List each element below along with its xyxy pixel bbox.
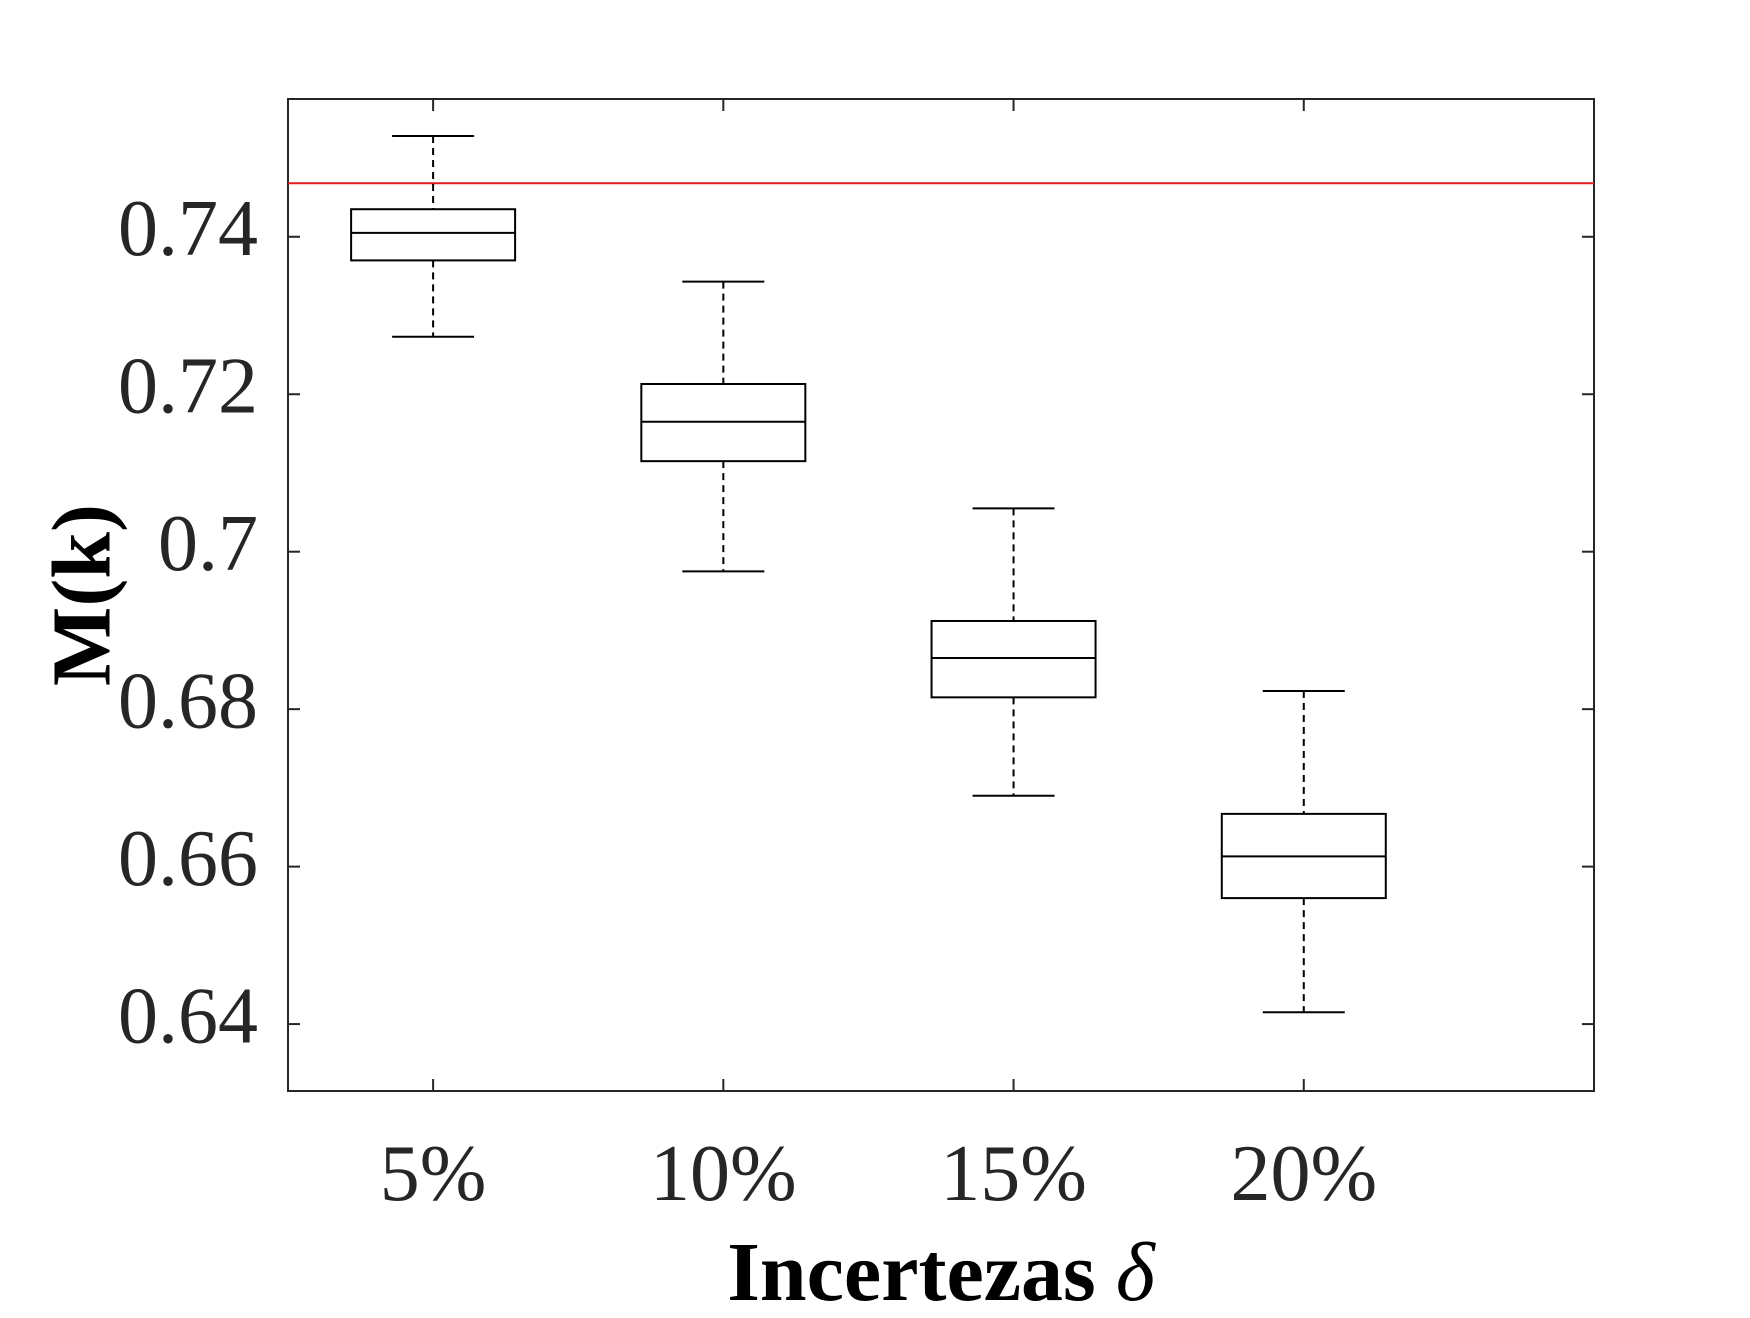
y-tick-label: 0.7 [158, 500, 258, 588]
x-tick-label: 20% [1230, 1130, 1377, 1218]
plot-area-frame [287, 98, 1595, 1092]
box-group [930, 507, 1097, 797]
box-group [640, 280, 807, 573]
y-tick-label: 0.64 [118, 972, 258, 1060]
y-axis: 0.64 0.66 0.68 0.7 0.72 0.74 [118, 185, 1594, 1060]
x-tick-label: 15% [940, 1130, 1087, 1218]
y-tick-label: 0.72 [118, 343, 258, 431]
interquartile-box [930, 619, 1097, 699]
y-tick-label: 0.66 [118, 815, 258, 903]
x-axis-title-symbol: δ [1116, 1226, 1157, 1313]
y-tick-label: 0.68 [118, 658, 258, 746]
box-layer [350, 135, 1387, 1014]
box-group [1220, 690, 1387, 1014]
x-axis-title: Incertezas δ [727, 1226, 1156, 1313]
x-tick-label: 10% [650, 1130, 797, 1218]
y-axis-title: M(k) [35, 504, 128, 686]
x-axis-title-text: Incertezas [727, 1226, 1095, 1313]
x-axis: 5% 10% 15% 20% [380, 99, 1377, 1218]
y-tick-label: 0.74 [118, 185, 258, 273]
box-group [350, 135, 517, 338]
interquartile-box [350, 208, 517, 262]
x-tick-label: 5% [380, 1130, 487, 1218]
